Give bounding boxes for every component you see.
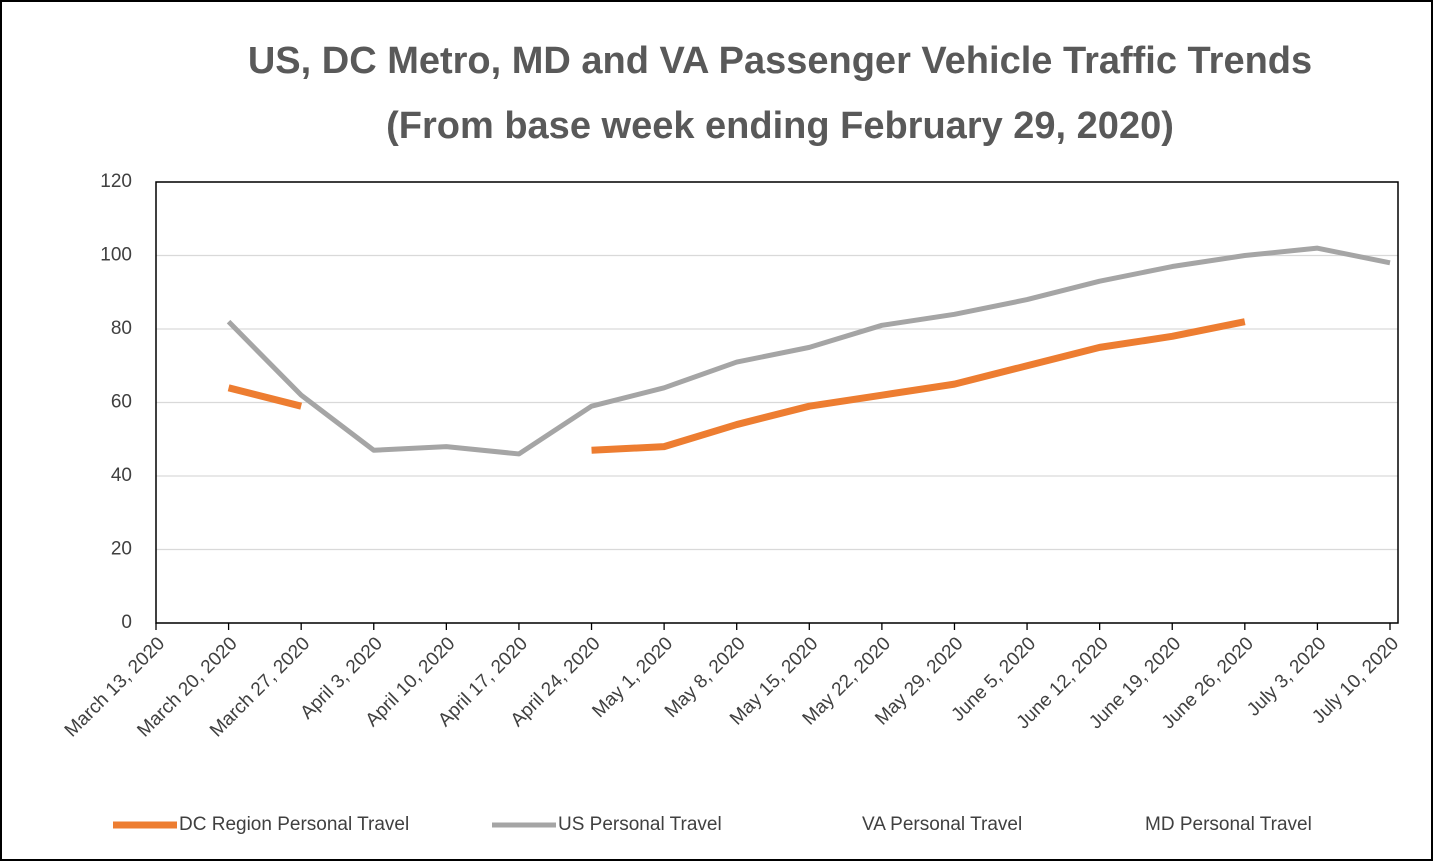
y-tick-label: 40 xyxy=(111,465,132,486)
y-tick-label: 60 xyxy=(111,392,132,413)
legend-label: MD Personal Travel xyxy=(1145,814,1312,835)
y-tick-label: 80 xyxy=(111,318,132,339)
y-tick-label: 0 xyxy=(121,612,132,633)
chart-title: US, DC Metro, MD and VA Passenger Vehicl… xyxy=(248,40,1312,82)
series-line xyxy=(227,384,303,410)
series-line xyxy=(226,245,1391,457)
legend-label: DC Region Personal Travel xyxy=(179,814,409,835)
y-tick-label: 120 xyxy=(100,171,132,192)
y-tick-label: 20 xyxy=(111,539,132,560)
series-line xyxy=(591,318,1246,454)
y-tick-label: 100 xyxy=(100,245,132,266)
legend-label: US Personal Travel xyxy=(558,814,722,835)
chart-subtitle: (From base week ending February 29, 2020… xyxy=(386,105,1174,147)
legend-label: VA Personal Travel xyxy=(862,814,1022,835)
plot-frame xyxy=(155,181,1399,624)
